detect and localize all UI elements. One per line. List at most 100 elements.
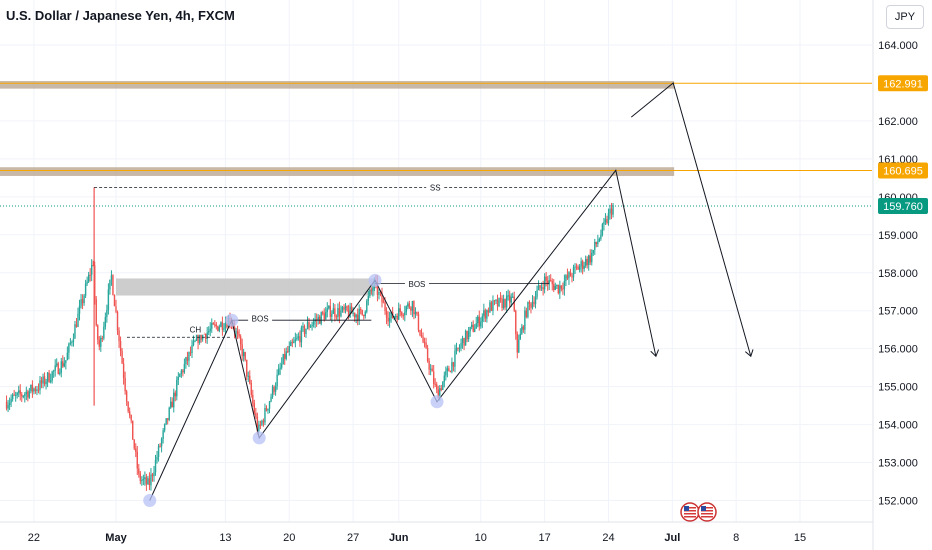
- candle-down: [504, 299, 506, 308]
- candle-up: [603, 222, 605, 225]
- candle-up: [405, 306, 408, 313]
- candle-up: [559, 285, 561, 294]
- price-tick-label: 162.000: [878, 116, 918, 128]
- candle-up: [165, 418, 167, 425]
- candle-down: [508, 295, 511, 303]
- candle-down: [413, 301, 415, 315]
- candle-down: [396, 315, 398, 320]
- candle-down: [562, 288, 564, 290]
- candle-down: [212, 323, 214, 325]
- candle-down: [148, 478, 151, 486]
- candle-up: [305, 328, 307, 334]
- annotation-bg: [404, 279, 429, 290]
- candle-up: [398, 308, 400, 320]
- candle-down: [346, 306, 348, 311]
- candle-down: [124, 377, 126, 392]
- candle-down: [360, 308, 362, 310]
- candle-down: [550, 280, 552, 282]
- time-axis[interactable]: 22 May 13 20 27 Jun 10 17 24 Jul 8 15: [28, 532, 806, 544]
- candle-up: [33, 388, 35, 392]
- candle-up: [388, 317, 391, 322]
- candle-down: [417, 314, 420, 331]
- candle-up: [144, 477, 146, 479]
- candle-down: [530, 303, 532, 308]
- candle-down: [19, 390, 21, 395]
- candle-up: [527, 302, 529, 317]
- candle-up: [51, 371, 53, 381]
- candle-up: [414, 311, 417, 315]
- candle-down: [452, 362, 455, 367]
- candle-up: [22, 396, 24, 398]
- candle-up: [52, 370, 55, 372]
- candle-down: [338, 308, 341, 317]
- candle-up: [454, 350, 456, 367]
- event-flags[interactable]: [680, 502, 717, 522]
- candle-up: [320, 312, 322, 324]
- candle-up: [364, 311, 366, 317]
- candle-up: [191, 345, 193, 354]
- candlestick-series: [5, 202, 614, 491]
- candle-down: [135, 448, 137, 452]
- candle-down: [432, 371, 435, 384]
- candle-down: [115, 306, 117, 312]
- price-badge-resistance: [878, 162, 928, 179]
- candle-down: [259, 424, 262, 426]
- candle-up: [443, 375, 446, 382]
- candle-up: [45, 381, 47, 385]
- candle-up: [372, 288, 374, 291]
- candle-up: [288, 346, 290, 352]
- candle-down: [401, 311, 403, 316]
- candle-down: [493, 300, 496, 302]
- candle-up: [63, 363, 66, 367]
- candle-up: [86, 281, 88, 284]
- candle-up: [510, 296, 512, 303]
- candle-up: [242, 352, 245, 357]
- candle-up: [56, 363, 58, 366]
- candle-down: [37, 389, 40, 391]
- currency-selector[interactable]: JPY: [886, 5, 924, 29]
- us-flag-icon[interactable]: [680, 502, 700, 522]
- candle-up: [455, 347, 458, 351]
- candle-up: [512, 296, 514, 298]
- time-tick-label: 27: [347, 532, 359, 544]
- candle-up: [474, 328, 476, 332]
- candle-up: [18, 390, 20, 393]
- candle-down: [145, 477, 148, 485]
- candle-up: [404, 312, 406, 316]
- candle-down: [457, 347, 459, 349]
- candle-up: [332, 308, 335, 314]
- candle-up: [156, 456, 158, 460]
- candle-down: [233, 327, 236, 333]
- time-tick-label: 15: [794, 532, 806, 544]
- candle-down: [402, 315, 404, 317]
- candle-down: [128, 411, 131, 416]
- candle-down: [273, 386, 275, 392]
- candle-down: [132, 420, 134, 440]
- candle-up: [285, 351, 287, 359]
- candle-up: [59, 372, 61, 374]
- candle-up: [534, 297, 537, 305]
- candle-up: [470, 324, 473, 327]
- candle-up: [300, 327, 303, 343]
- us-flag-icon[interactable]: [697, 502, 717, 522]
- candle-down: [13, 394, 15, 396]
- candle-down: [171, 401, 173, 408]
- candle-up: [328, 305, 330, 309]
- candle-up: [141, 480, 143, 482]
- candle-down: [589, 255, 591, 263]
- candle-down: [484, 310, 487, 319]
- candle-down: [95, 299, 97, 326]
- candle-down: [350, 306, 353, 314]
- candle-down: [238, 333, 240, 337]
- candle-up: [439, 388, 441, 399]
- candle-down: [303, 326, 306, 334]
- time-tick-label: 13: [219, 532, 231, 544]
- candle-up: [445, 371, 447, 376]
- candle-up: [104, 317, 107, 327]
- candle-up: [157, 445, 160, 457]
- candle-up: [594, 242, 596, 250]
- candle-up: [74, 324, 76, 339]
- candle-up: [220, 322, 222, 327]
- price-axis[interactable]: 152.000 153.000 154.000 155.000 156.000 157.0…: [874, 0, 932, 550]
